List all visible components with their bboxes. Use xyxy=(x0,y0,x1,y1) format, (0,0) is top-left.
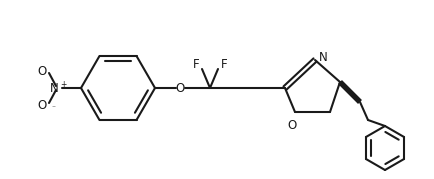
Text: ⁻: ⁻ xyxy=(51,103,55,112)
Text: F: F xyxy=(192,57,199,71)
Text: O: O xyxy=(287,119,296,132)
Text: N: N xyxy=(319,50,328,64)
Text: +: + xyxy=(60,79,67,88)
Text: O: O xyxy=(38,64,47,78)
Text: F: F xyxy=(221,57,227,71)
Text: N: N xyxy=(50,81,59,95)
Text: O: O xyxy=(175,81,184,95)
Text: O: O xyxy=(38,98,47,112)
